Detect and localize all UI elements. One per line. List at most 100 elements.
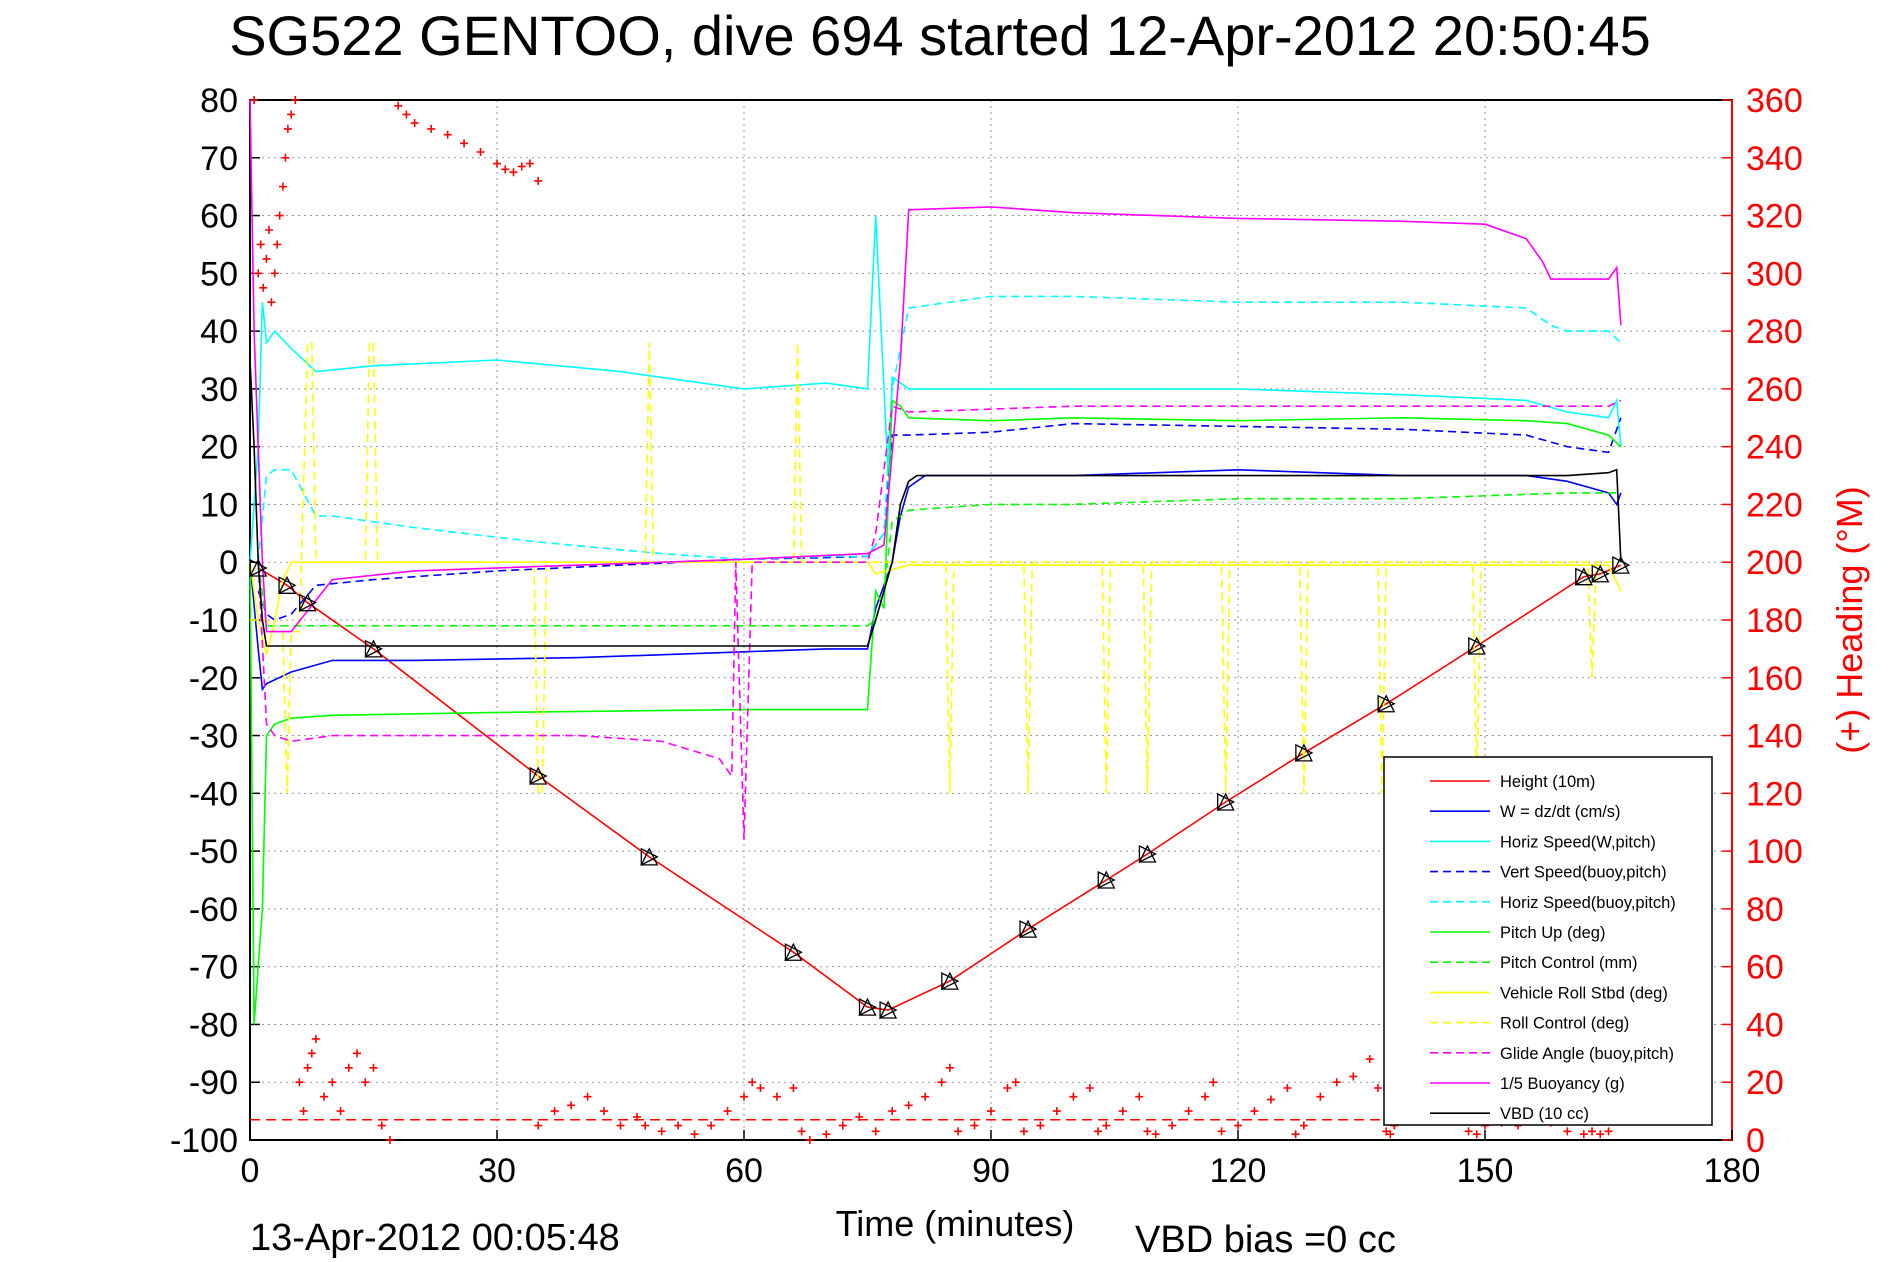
legend-label: Vehicle Roll Stbd (deg) xyxy=(1500,984,1668,1002)
legend-label: Horiz Speed(W,pitch) xyxy=(1500,833,1656,851)
y-right-tick-label: 240 xyxy=(1746,429,1803,467)
y-tick-label: -20 xyxy=(189,660,238,698)
height-triangle-right xyxy=(1217,792,1236,812)
heading-point xyxy=(1036,1121,1045,1130)
series-9-line xyxy=(257,399,1622,840)
series-layer xyxy=(249,99,1622,1121)
height-triangle-up xyxy=(1018,919,1038,938)
heading-point xyxy=(353,1049,362,1058)
heading-point xyxy=(690,1130,699,1139)
heading-point xyxy=(361,1078,370,1087)
heading-point xyxy=(1349,1072,1358,1081)
legend-label: Pitch Control (mm) xyxy=(1500,954,1638,972)
height-triangle-up xyxy=(1611,555,1630,574)
y-tick-label: 0 xyxy=(219,544,238,582)
heading-point xyxy=(855,1112,864,1121)
heading-point xyxy=(295,1078,304,1087)
legend-label: W = dz/dt (cm/s) xyxy=(1500,803,1621,821)
heading-point xyxy=(256,240,265,249)
series-11-line xyxy=(249,359,1622,647)
x-tick-label: 180 xyxy=(1704,1152,1761,1190)
y-right-tick-label: 220 xyxy=(1746,486,1803,524)
heading-point xyxy=(1316,1092,1325,1101)
y-tick-label: -40 xyxy=(189,775,238,813)
legend-label: Vert Speed(buoy,pitch) xyxy=(1500,864,1667,882)
y-axis-left: 80 70 60 50 40 30 20 10 0 -10 -20 -30 -40 -50 -60 -70 -8… xyxy=(170,82,260,1160)
series-2-line xyxy=(249,215,1622,563)
heading-point xyxy=(1003,1084,1012,1092)
heading-point xyxy=(394,101,403,110)
heading-point xyxy=(1365,1055,1374,1064)
heading-point xyxy=(970,1121,979,1130)
heading-point xyxy=(1019,1127,1028,1136)
heading-point xyxy=(1151,1130,1160,1139)
heading-point xyxy=(1085,1084,1094,1092)
heading-point xyxy=(567,1101,576,1110)
height-triangle-up xyxy=(1377,694,1396,713)
heading-point xyxy=(270,269,279,278)
height-triangle-right xyxy=(529,766,548,786)
legend: Height (10m) W = dz/dt (cm/s) Horiz Speed(… xyxy=(1383,756,1713,1126)
heading-point xyxy=(937,1078,946,1087)
heading-point xyxy=(1464,1127,1473,1136)
y-tick-label: -70 xyxy=(189,949,238,987)
heading-point xyxy=(987,1107,995,1116)
heading-point xyxy=(1234,1121,1242,1130)
legend-label: Glide Angle (buoy,pitch) xyxy=(1500,1045,1674,1063)
legend-label: 1/5 Buoyancy (g) xyxy=(1500,1075,1625,1093)
height-triangle-right xyxy=(941,972,960,991)
heading-point xyxy=(493,159,501,168)
height-triangle-up xyxy=(784,942,803,961)
y-axis-right: 3603403203002802602402202001801601401201… xyxy=(1722,82,1803,1160)
heading-point xyxy=(1209,1078,1218,1087)
heading-point xyxy=(336,1107,345,1116)
heading-point xyxy=(1184,1107,1193,1116)
heading-point xyxy=(1052,1107,1061,1116)
y-tick-label: 70 xyxy=(200,140,238,178)
heading-point xyxy=(283,124,292,133)
height-triangle-up xyxy=(1097,870,1116,889)
x-tick-label: 0 xyxy=(241,1152,260,1190)
height-triangle-right xyxy=(364,639,383,658)
heading-point xyxy=(1588,1127,1597,1136)
heading-point xyxy=(534,1121,543,1130)
heading-point xyxy=(1250,1107,1259,1116)
y-right-tick-label: 140 xyxy=(1746,718,1803,756)
y-right-tick-label: 320 xyxy=(1746,198,1803,236)
heading-point xyxy=(259,283,268,292)
y-tick-label: 60 xyxy=(200,198,238,236)
heading-point xyxy=(805,1136,814,1144)
height-triangle-up xyxy=(1467,636,1486,655)
height-triangle-right xyxy=(1575,567,1594,586)
heading-point xyxy=(534,176,543,185)
y-right-tick-label: 200 xyxy=(1746,544,1803,582)
heading-point xyxy=(1596,1130,1605,1139)
heading-point xyxy=(320,1092,329,1101)
legend-label: Roll Control (deg) xyxy=(1500,1015,1629,1033)
height-triangle-up xyxy=(858,997,877,1016)
heading-point xyxy=(278,182,287,191)
heading-point xyxy=(1168,1121,1177,1130)
heading-point xyxy=(517,162,526,171)
y-right-tick-label: 40 xyxy=(1746,1006,1784,1044)
height-triangle-up xyxy=(879,1000,898,1019)
heading-point xyxy=(838,1121,847,1130)
heading-point xyxy=(707,1121,716,1130)
heading-point xyxy=(1094,1127,1103,1136)
heading-point xyxy=(1118,1107,1127,1116)
heading-point xyxy=(772,1092,781,1101)
height-triangle-right xyxy=(1019,920,1038,939)
height-triangle-up xyxy=(640,847,659,866)
heading-point xyxy=(632,1112,641,1121)
heading-point xyxy=(740,1092,748,1101)
height-triangle-right xyxy=(640,847,659,866)
y-tick-label: -80 xyxy=(189,1006,238,1044)
heading-point xyxy=(1217,1127,1226,1136)
y-tick-label: -90 xyxy=(189,1064,238,1102)
heading-point xyxy=(311,1034,320,1043)
heading-point xyxy=(756,1084,765,1092)
y-right-tick-label: 300 xyxy=(1746,255,1803,293)
y-right-tick-label: 280 xyxy=(1746,313,1803,351)
heading-point xyxy=(1069,1092,1078,1101)
